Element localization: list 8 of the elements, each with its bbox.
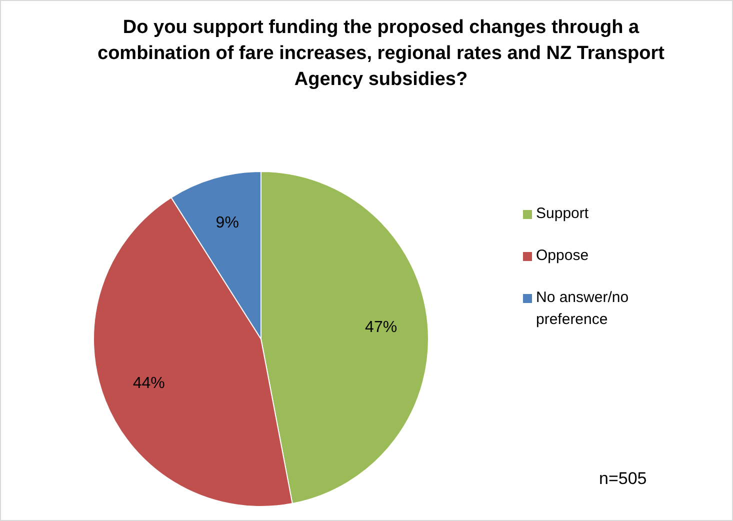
data-label: 47% xyxy=(365,319,398,336)
data-label: 44% xyxy=(132,374,165,392)
data-label: 9% xyxy=(216,214,239,232)
legend-label: No answer/no preference xyxy=(536,288,630,330)
legend-label: Oppose xyxy=(536,246,589,266)
text: n=505 xyxy=(599,469,647,489)
chart-title: Do you support funding the proposed changes through a combination of fare increases, regional rates and NZ Transport Agency subsidies? xyxy=(96,16,666,92)
legend-label: Support xyxy=(536,204,589,224)
